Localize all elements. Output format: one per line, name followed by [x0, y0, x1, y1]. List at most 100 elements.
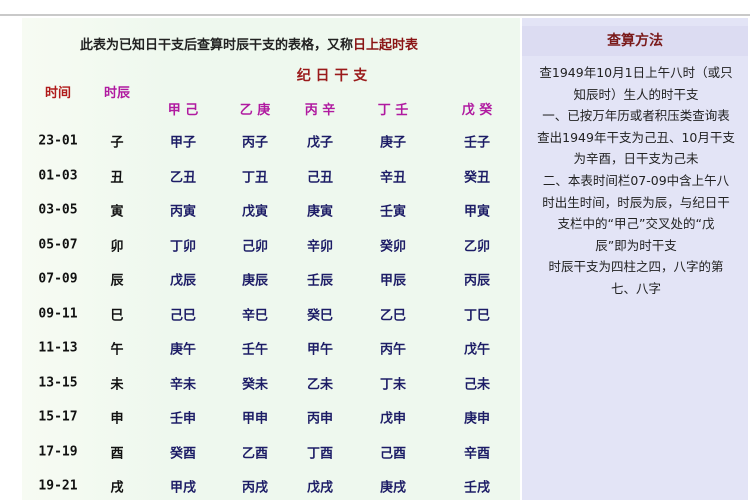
top-divider [0, 14, 750, 16]
ganzhi-cell: 戊辰 [169, 273, 197, 289]
ganzhi-cell: 戊寅 [241, 204, 269, 220]
day-stem-group-header: 纪 日 干 支 [296, 68, 368, 84]
ganzhi-cell: 乙未 [306, 377, 334, 392]
branch-cell: 辰 [110, 273, 124, 289]
branch-cell: 巳 [110, 308, 124, 323]
time-cell: 01-03 [38, 168, 78, 183]
method-line: 支栏中的“甲己”交叉处的“戊 [557, 216, 715, 232]
branch-cell: 寅 [110, 204, 124, 220]
ganzhi-cell: 甲子 [169, 135, 197, 151]
method-panel-title: 查算方法 [522, 26, 748, 56]
ganzhi-cell: 甲午 [306, 342, 334, 358]
method-line: 为辛酉，日干支为己未 [573, 151, 699, 167]
ganzhi-cell: 乙丑 [169, 170, 197, 185]
ganzhi-cell: 壬辰 [306, 273, 334, 289]
ganzhi-cell: 己未 [463, 377, 491, 392]
ganzhi-cell: 丙子 [241, 135, 269, 151]
intro-highlight: 日上起时表 [353, 38, 419, 53]
ganzhi-cell: 丙辰 [463, 273, 491, 289]
ganzhi-cell: 丙午 [379, 342, 407, 358]
ganzhi-cell: 己丑 [306, 170, 334, 185]
ganzhi-cell: 丁未 [379, 377, 407, 392]
ganzhi-cell: 戊子 [306, 135, 334, 151]
method-line: 知辰时）生人的时干支 [573, 86, 699, 102]
ganzhi-cell: 己卯 [241, 239, 269, 254]
ganzhi-cell: 己巳 [169, 308, 197, 323]
ganzhi-cell: 癸未 [241, 377, 269, 392]
ganzhi-cell: 辛丑 [379, 170, 407, 185]
branch-cell: 未 [110, 377, 124, 392]
ganzhi-cell: 庚午 [169, 342, 197, 358]
ganzhi-cell: 庚子 [379, 135, 407, 151]
method-line: 时出生时间，时辰为辰，与纪日干 [542, 194, 730, 210]
time-cell: 13-15 [38, 375, 78, 390]
ganzhi-cell: 壬寅 [379, 204, 407, 220]
ganzhi-cell: 壬子 [463, 135, 491, 151]
ganzhi-cell: 辛巳 [241, 308, 269, 323]
ganzhi-cell: 壬午 [241, 342, 269, 358]
ganzhi-cell: 丙戌 [241, 480, 269, 496]
stem-header: 丙 辛 [304, 103, 336, 118]
ganzhi-cell: 丁丑 [241, 170, 269, 185]
time-cell: 03-05 [38, 202, 78, 218]
stem-header: 丁 壬 [377, 103, 409, 118]
method-line: 时辰干支为四柱之四，八字的第 [548, 259, 724, 275]
method-panel [522, 18, 748, 500]
table-intro: 此表为已知日干支后查算时辰干支的表格，又称日上起时表 [80, 34, 418, 53]
branch-cell: 戌 [110, 480, 124, 496]
intro-text: 此表为已知日干支后查算时辰干支的表格，又称 [80, 38, 354, 53]
method-line: 查1949年10月1日上午八时（或只 [539, 65, 733, 80]
ganzhi-cell: 癸丑 [463, 170, 491, 185]
ganzhi-cell: 辛酉 [463, 446, 491, 461]
method-line: 二、本表时间栏07-09中含上午八 [542, 172, 730, 188]
ganzhi-cell: 庚辰 [241, 273, 269, 289]
branch-cell: 午 [110, 342, 124, 358]
ganzhi-cell: 丁卯 [169, 239, 197, 254]
time-cell: 09-11 [38, 306, 78, 321]
ganzhi-cell: 壬申 [169, 411, 197, 427]
ganzhi-cell: 甲辰 [379, 273, 407, 289]
stem-header: 乙 庚 [239, 103, 271, 118]
ganzhi-cell: 辛卯 [306, 239, 334, 254]
time-cell: 11-13 [38, 340, 78, 356]
ganzhi-cell: 庚寅 [306, 204, 334, 220]
time-cell: 05-07 [38, 237, 78, 252]
ganzhi-cell: 己酉 [379, 446, 407, 461]
ganzhi-cell: 丙申 [306, 411, 334, 427]
time-cell: 07-09 [38, 271, 78, 287]
branch-cell: 酉 [110, 446, 124, 461]
ganzhi-cell: 戊午 [463, 342, 491, 358]
branch-header: 时辰 [103, 86, 131, 101]
ganzhi-cell: 癸巳 [306, 308, 334, 323]
branch-cell: 申 [110, 411, 124, 427]
ganzhi-cell: 戊戌 [306, 480, 334, 496]
time-cell: 23-01 [38, 133, 78, 149]
ganzhi-cell: 庚戌 [379, 480, 407, 496]
ganzhi-cell: 乙巳 [379, 308, 407, 323]
ganzhi-cell: 庚申 [463, 411, 491, 427]
ganzhi-cell: 丁酉 [306, 446, 334, 461]
branch-cell: 卯 [110, 239, 124, 254]
time-cell: 15-17 [38, 409, 78, 425]
time-cell: 19-21 [38, 478, 78, 494]
ganzhi-cell: 甲戌 [169, 480, 197, 496]
ganzhi-cell: 甲申 [241, 411, 269, 427]
ganzhi-cell: 癸卯 [379, 239, 407, 254]
branch-cell: 子 [110, 135, 124, 151]
ganzhi-cell: 乙酉 [241, 446, 269, 461]
branch-cell: 丑 [110, 170, 124, 185]
method-line: 一、已按万年历或者积压类查询表 [542, 108, 730, 124]
stem-header: 戊 癸 [461, 103, 493, 118]
method-panel-body: 查1949年10月1日上午八时（或只 知辰时）生人的时干支一、已按万年历或者积压类… [526, 62, 746, 300]
ganzhi-cell: 癸酉 [169, 446, 197, 461]
ganzhi-cell: 丁巳 [463, 308, 491, 323]
ganzhi-cell: 辛未 [169, 377, 197, 392]
method-line: 查出1949年干支为己丑、10月干支 [537, 129, 735, 145]
method-line: 辰”即为时干支 [595, 237, 677, 253]
time-cell: 17-19 [38, 444, 78, 459]
stem-header: 甲 己 [167, 103, 199, 118]
ganzhi-cell: 乙卯 [463, 239, 491, 254]
time-header: 时间 [44, 86, 72, 101]
ganzhi-cell: 丙寅 [169, 204, 197, 220]
method-line: 七、八字 [610, 280, 661, 296]
